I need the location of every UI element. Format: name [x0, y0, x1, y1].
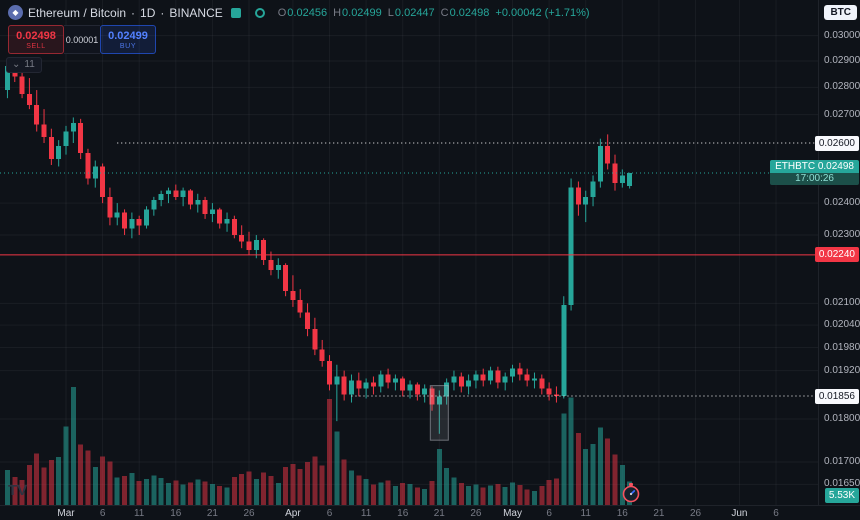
low-label: L: [387, 6, 394, 19]
open-label: O: [277, 6, 287, 19]
price-axis-label: 0.01920: [824, 364, 860, 376]
time-axis-label: Jun: [731, 508, 748, 519]
time-axis-label: 16: [397, 508, 409, 519]
time-axis-label: 6: [99, 508, 106, 519]
price-axis-label: 0.02400: [824, 197, 860, 209]
buy-label: BUY: [119, 42, 137, 50]
stopwatch-icon[interactable]: [620, 482, 642, 504]
buy-sell-widget: 0.02498 SELL 0.00001 0.02499 BUY: [8, 25, 156, 54]
time-axis-label: 16: [170, 508, 182, 519]
price-axis-label: 0.01980: [824, 341, 860, 353]
time-axis-label: 26: [243, 508, 255, 519]
separator: ·: [131, 5, 136, 20]
close-value: 0.02498: [449, 6, 490, 19]
time-axis-label: 6: [773, 508, 779, 519]
tradingview-logo[interactable]: TV: [8, 480, 38, 505]
time-axis-label: 6: [546, 508, 552, 519]
price-axis-label: 0.02800: [824, 81, 860, 93]
time-axis-label: 26: [689, 508, 702, 519]
separator: ·: [160, 5, 165, 20]
sell-price: 0.02498: [16, 29, 56, 42]
interval-label[interactable]: 1D: [140, 5, 156, 20]
ethereum-glyph: ◆: [12, 8, 19, 17]
price-axis[interactable]: 0.03000 0.02900 0.02800 0.02700 0.02400 0.023…: [818, 0, 860, 505]
current-price-badge[interactable]: ETHBTC 0.02498 17:00:26: [770, 160, 859, 186]
price-axis-label: 0.02900: [824, 55, 860, 67]
current-price-symbol-value: ETHBTC 0.02498: [770, 160, 859, 174]
tradingview-logo-text: TV: [8, 482, 27, 499]
symbol-title[interactable]: Ethereum / Bitcoin: [28, 5, 127, 20]
series-color-dot: [254, 7, 265, 18]
open-value: 0.02456: [287, 6, 328, 19]
spread-value: 0.00001: [64, 25, 100, 54]
time-axis-label: 11: [133, 508, 145, 519]
time-axis-label: Mar: [57, 508, 75, 519]
indicators-collapsed-pill[interactable]: ⌄ 11: [6, 57, 42, 73]
price-axis-label: 0.03000: [824, 29, 860, 41]
lines-layer: [0, 142, 818, 397]
time-axis-label: 11: [360, 508, 372, 519]
currency-unit-button[interactable]: BTC: [824, 5, 857, 20]
price-axis-label: 0.02040: [824, 319, 860, 331]
bar-close-countdown: 17:00:26: [770, 173, 859, 186]
close-label: C: [440, 6, 449, 19]
price-level-badge[interactable]: 0.02240: [814, 247, 859, 263]
chart-header: ◆ Ethereum / Bitcoin · 1D · BINANCE O 0.0…: [8, 5, 590, 20]
market-status-icon[interactable]: [230, 7, 241, 18]
time-axis[interactable]: Mar 6 11 16 21 26 Apr 6 11 16 21 26 May 6 11 16 21 26 Jun 6: [0, 505, 860, 520]
time-axis-label: 6: [326, 508, 333, 519]
price-level-badge[interactable]: 0.02600: [814, 135, 859, 151]
selection-layer: [429, 385, 449, 441]
grid-layer: [0, 0, 818, 505]
chevron-down-icon: ⌄: [12, 59, 21, 70]
price-axis-label: 0.02700: [824, 108, 860, 120]
high-label: H: [333, 6, 342, 19]
time-axis-label: 21: [206, 508, 218, 519]
low-value: 0.02447: [394, 6, 435, 19]
price-axis-label: 0.01650: [824, 478, 860, 490]
time-axis-label: 21: [653, 508, 665, 519]
price-axis-label: 0.01800: [824, 413, 860, 425]
sell-button[interactable]: 0.02498 SELL: [8, 25, 64, 54]
ohlc-readout: O 0.02456 H 0.02499 L 0.02447 C 0.02498 +0.0…: [272, 7, 590, 19]
time-axis-label: Apr: [285, 508, 301, 519]
time-axis-label: 16: [616, 508, 628, 519]
indicators-count: 11: [24, 59, 35, 70]
buy-button[interactable]: 0.02499 BUY: [100, 25, 156, 54]
exchange-label[interactable]: BINANCE: [169, 5, 223, 20]
sell-label: SELL: [26, 42, 46, 50]
time-axis-label: May: [503, 508, 522, 519]
buy-price: 0.02499: [108, 29, 148, 42]
selected-candle-box[interactable]: [429, 385, 449, 441]
volume-value-badge: 5.53K: [824, 488, 859, 503]
candles-layer: [4, 57, 633, 434]
volume-layer: [4, 387, 633, 505]
time-axis-label: 11: [580, 508, 591, 519]
ethereum-logo-icon: ◆: [8, 5, 23, 20]
time-axis-label: 21: [433, 508, 445, 519]
price-axis-label: 0.01700: [824, 455, 860, 467]
price-axis-label: 0.02100: [824, 297, 860, 309]
price-axis-label: 0.02300: [824, 229, 860, 241]
time-axis-label: 26: [470, 508, 482, 519]
price-level-badge[interactable]: 0.01856: [814, 388, 859, 404]
high-value: 0.02499: [342, 6, 382, 19]
change-value: +0.00042 (+1.71%): [495, 6, 590, 19]
